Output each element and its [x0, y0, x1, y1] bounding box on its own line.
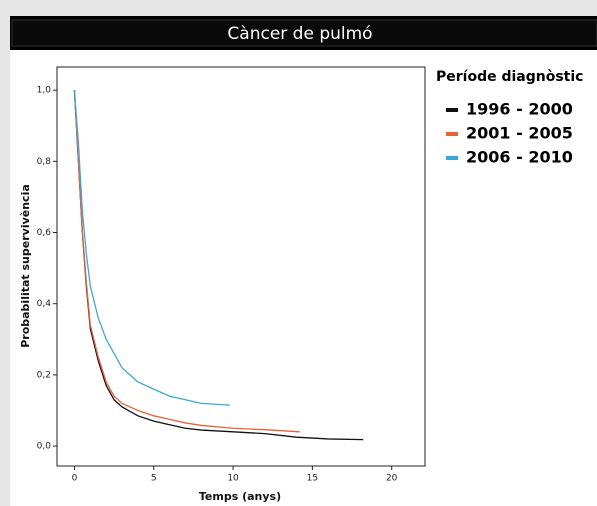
x-tick-label: 15 — [307, 474, 318, 484]
x-tick-label: 10 — [227, 474, 239, 484]
y-tick-label: 0,4 — [37, 299, 52, 309]
y-tick-label: 0,0 — [37, 442, 52, 452]
x-tick-label: 0 — [72, 474, 78, 484]
x-axis-label: Temps (anys) — [199, 490, 281, 503]
legend-title: Període diagnòstic — [436, 69, 583, 85]
y-tick-label: 0,2 — [37, 370, 51, 380]
survival-line — [73, 90, 300, 433]
y-tick-label: 1,0 — [37, 86, 52, 96]
panel — [10, 50, 597, 506]
x-tick-label: 5 — [151, 474, 157, 484]
plot-frame — [56, 66, 426, 467]
x-tick-label: 20 — [386, 474, 398, 484]
legend-label: 2001 - 2005 — [466, 124, 573, 143]
y-tick-label: 0,6 — [37, 228, 52, 238]
legend-label: 1996 - 2000 — [466, 100, 573, 119]
survival-line — [73, 90, 230, 406]
title-bar-inner — [11, 19, 597, 47]
chart-title: Càncer de pulmó — [227, 24, 372, 44]
legend-label: 2006 - 2010 — [466, 148, 573, 167]
y-tick-label: 0,8 — [37, 157, 52, 167]
y-axis-label: Probabilitat supervivència — [19, 184, 32, 348]
